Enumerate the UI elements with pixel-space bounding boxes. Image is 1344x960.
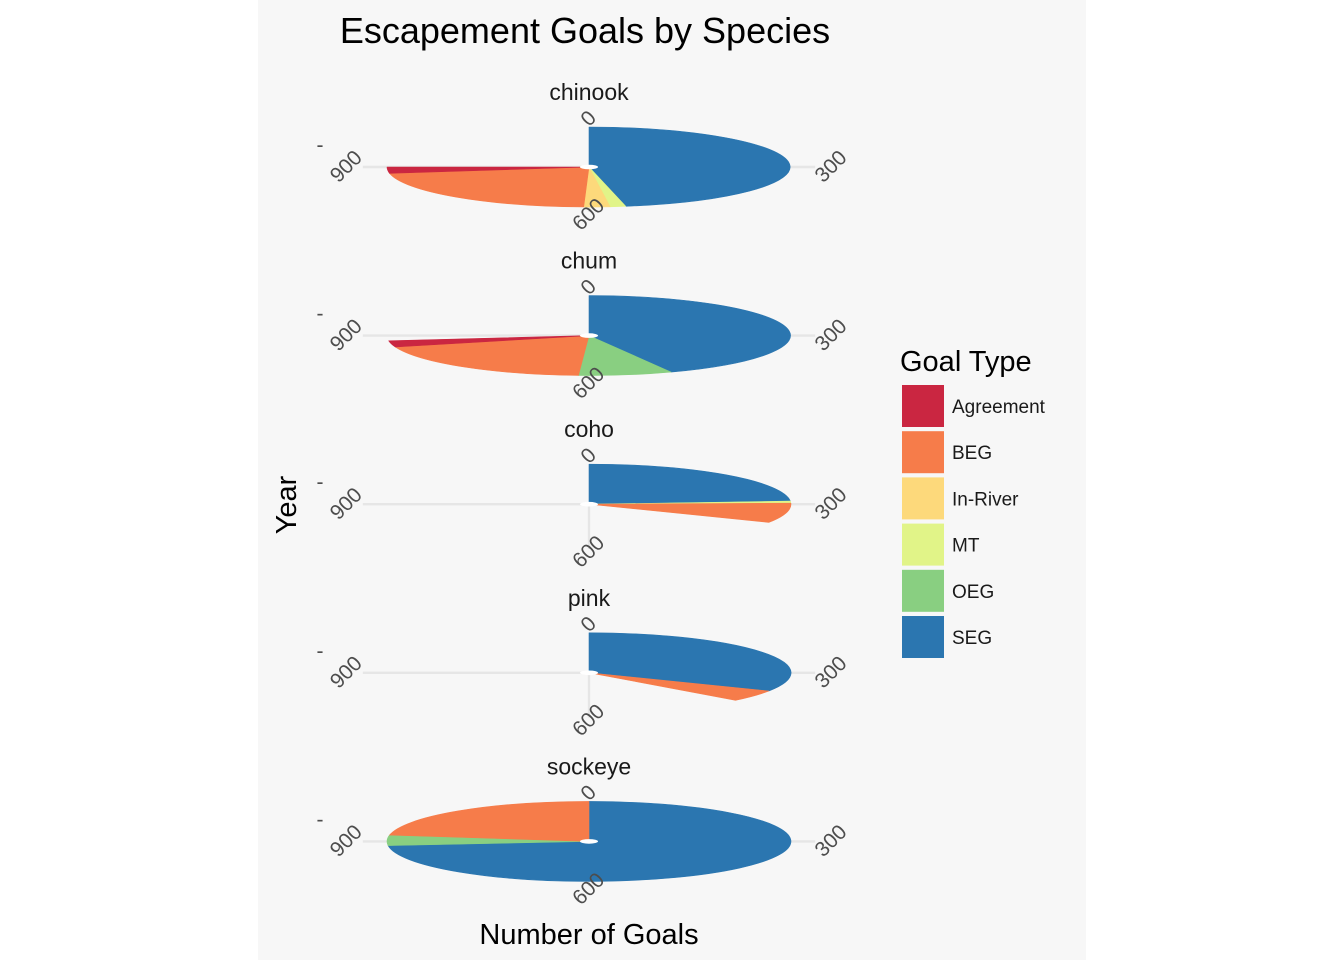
pie-slice-beg [588, 672, 770, 701]
theta-tick-label: 300 [811, 652, 852, 693]
center-hole [580, 164, 598, 170]
center-hole [580, 333, 598, 338]
facet-panels: chinook0300600900-chum0300600900-coho030… [317, 79, 852, 910]
legend-label: MT [952, 536, 980, 557]
pie-slice-seg [588, 632, 792, 692]
theta-tick-label: 600 [568, 700, 609, 741]
legend-key-beg [902, 431, 944, 474]
theta-tick-label: 900 [326, 146, 367, 187]
chart-title: Escapement Goals by Species [340, 10, 830, 51]
center-hole [580, 839, 598, 844]
legend-key-oeg [902, 569, 944, 612]
pie-slice-beg [389, 166, 590, 208]
facet-label: chum [561, 248, 617, 274]
legend-label: Agreement [952, 397, 1046, 418]
y-tick-label: - [317, 808, 324, 831]
pie-slice-oeg [578, 335, 672, 376]
legend-label: SEG [952, 628, 992, 649]
pie-slice-beg [389, 801, 590, 842]
theta-tick-label: 300 [811, 821, 852, 862]
pie-slice-seg [588, 295, 791, 373]
y-tick-label: - [317, 134, 324, 157]
center-hole [580, 501, 598, 507]
pie-slice-seg [588, 463, 791, 505]
legend-title: Goal Type [900, 346, 1032, 378]
y-tick-label: - [317, 471, 324, 494]
legend-key-seg [902, 616, 944, 658]
facet-label: pink [568, 585, 611, 611]
legend-label: BEG [952, 443, 992, 464]
pie-slice-beg [588, 502, 792, 523]
facet-label: coho [564, 416, 614, 442]
center-hole [580, 670, 598, 676]
theta-tick-label: 300 [811, 483, 852, 524]
theta-tick-label: 900 [326, 652, 367, 693]
x-axis-title: Number of Goals [479, 919, 698, 951]
theta-tick-label: 600 [568, 531, 609, 572]
theta-tick-label: 900 [326, 315, 367, 356]
legend: Goal Type Agreement BEG In-River MT OEG SEG [900, 346, 1046, 658]
legend-label: In-River [952, 489, 1019, 510]
legend-key-in-river [902, 477, 944, 520]
facet-label: chinook [549, 79, 629, 105]
y-tick-label: - [317, 303, 324, 326]
pie-slice-seg [588, 126, 791, 207]
theta-tick-label: 300 [811, 146, 852, 187]
pie-slice-beg [395, 335, 590, 376]
theta-tick-label: 300 [811, 315, 852, 356]
theta-tick-label: 900 [326, 483, 367, 524]
theta-tick-label: 900 [326, 821, 367, 862]
legend-label: OEG [952, 582, 994, 603]
y-axis-title: Year [271, 475, 303, 534]
pie-slice-agreement [388, 335, 590, 348]
legend-key-agreement [902, 385, 944, 427]
y-tick-label: - [317, 640, 324, 663]
facet-label: sockeye [547, 753, 631, 779]
legend-key-mt [902, 523, 944, 566]
pie-slice-agreement [386, 166, 590, 174]
